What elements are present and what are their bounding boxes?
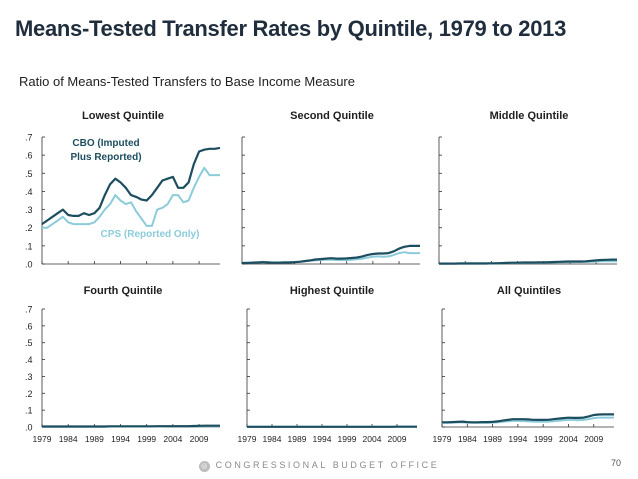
y-tick-label: .0 [25, 423, 33, 433]
x-tick-label: 1999 [534, 434, 553, 444]
annotation-cbo-line1: CBO (Imputed [72, 138, 139, 149]
annotation-cps: CPS (Reported Only) [101, 229, 200, 240]
panel-title-middle: Middle Quintile [489, 110, 569, 122]
x-tick-label: 2009 [388, 434, 407, 444]
panel-title-all: All Quintiles [496, 285, 562, 297]
chart-subtitle: Ratio of Means-Tested Transfers to Base … [19, 74, 355, 89]
x-tick-label: 1984 [59, 434, 78, 444]
footer-text: CONGRESSIONAL BUDGET OFFICE [215, 460, 440, 470]
x-tick-label: 1979 [238, 434, 257, 444]
x-tick-label: 1999 [338, 434, 357, 444]
y-tick-label: .6 [25, 321, 33, 331]
panel-title-highest: Highest Quintile [289, 285, 375, 297]
x-tick-label: 2004 [163, 434, 182, 444]
y-tick-label: .6 [25, 151, 33, 161]
y-tick-label: .1 [25, 406, 33, 416]
x-tick-label: 1994 [508, 434, 527, 444]
annotation-cbo-line2: Plus Reported) [70, 152, 141, 163]
series-line-cbo [41, 146, 221, 226]
footer: ◎ CONGRESSIONAL BUDGET OFFICE [0, 460, 638, 472]
y-tick-label: .4 [25, 355, 33, 365]
x-tick-label: 1994 [111, 434, 130, 444]
series-line-cps [42, 166, 220, 229]
y-tick-label: .3 [25, 372, 33, 382]
panel-title-fourth: Fourth Quintile [83, 285, 163, 297]
x-tick-label: 2009 [584, 434, 603, 444]
y-tick-label: .2 [25, 389, 33, 399]
series-line-cbo [439, 258, 617, 265]
y-tick-label: .7 [25, 133, 33, 143]
x-tick-label: 1984 [263, 434, 282, 444]
page-title: Means-Tested Transfer Rates by Quintile,… [15, 16, 567, 41]
panel-title-second: Second Quintile [290, 110, 374, 122]
y-tick-label: .0 [25, 260, 33, 270]
y-tick-label: .4 [25, 187, 33, 197]
cbo-logo-icon: ◎ [198, 461, 210, 472]
x-tick-label: 1989 [483, 434, 502, 444]
x-tick-label: 1984 [458, 434, 477, 444]
x-tick-label: 2004 [363, 434, 382, 444]
series-line-cbo [442, 413, 614, 424]
x-tick-label: 2009 [190, 434, 209, 444]
x-tick-label: 1989 [85, 434, 104, 444]
series-line-cbo [242, 244, 420, 265]
x-tick-label: 2004 [559, 434, 578, 444]
y-tick-label: .3 [25, 205, 33, 215]
y-tick-label: .5 [25, 338, 33, 348]
panel-title-lowest: Lowest Quintile [82, 110, 164, 122]
series-line-cbo [42, 424, 220, 428]
x-tick-label: 1994 [313, 434, 332, 444]
x-tick-label: 1999 [137, 434, 156, 444]
x-tick-label: 1979 [33, 434, 52, 444]
y-tick-label: .7 [25, 305, 33, 315]
y-tick-label: .1 [25, 241, 33, 251]
page-number: 70 [610, 458, 621, 468]
x-tick-label: 1979 [433, 434, 452, 444]
x-tick-label: 1989 [288, 434, 307, 444]
y-tick-label: .5 [25, 169, 33, 179]
y-tick-label: .2 [25, 223, 33, 233]
